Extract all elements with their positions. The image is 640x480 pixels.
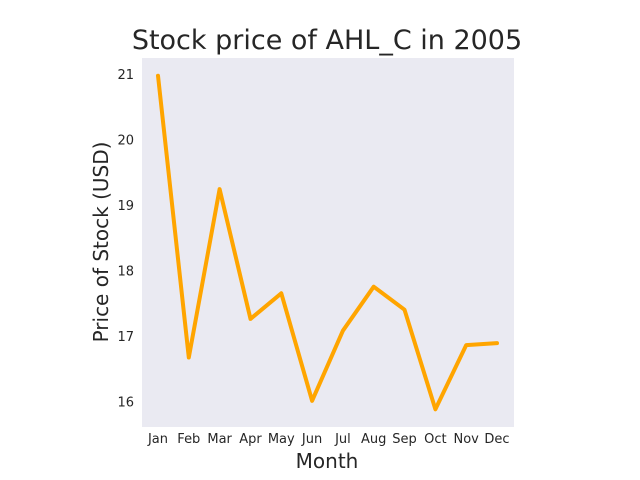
- y-axis-label: Price of Stock (USD): [89, 142, 113, 343]
- chart-title: Stock price of AHL_C in 2005: [132, 25, 522, 56]
- x-tick-label: May: [268, 432, 295, 447]
- x-tick-label: Sep: [392, 432, 417, 447]
- x-tick-label: Nov: [453, 432, 479, 447]
- series-line: [156, 73, 499, 412]
- x-tick-label: Apr: [239, 432, 262, 447]
- y-tick-label: 17: [117, 330, 134, 345]
- y-axis-ticks: 16 17 18 19 20 21: [117, 68, 134, 411]
- x-tick-label: Mar: [207, 432, 232, 447]
- x-axis-label: Month: [296, 449, 359, 473]
- x-tick-label: Aug: [361, 432, 386, 447]
- x-tick-label: Dec: [484, 432, 509, 447]
- x-tick-label: Jan: [147, 432, 168, 447]
- x-tick-label: Jun: [301, 432, 322, 447]
- y-tick-label: 19: [117, 199, 134, 214]
- y-tick-label: 18: [117, 265, 134, 280]
- y-tick-label: 20: [117, 133, 134, 148]
- y-tick-label: 16: [117, 396, 134, 411]
- plot-area: [142, 58, 514, 427]
- y-tick-label: 21: [117, 68, 134, 83]
- x-tick-label: Oct: [424, 432, 446, 447]
- x-tick-label: Feb: [177, 432, 200, 447]
- x-tick-label: Jul: [334, 432, 351, 447]
- x-axis-ticks: Jan Feb Mar Apr May Jun Jul Aug Sep Oct Nov Dec: [147, 432, 510, 447]
